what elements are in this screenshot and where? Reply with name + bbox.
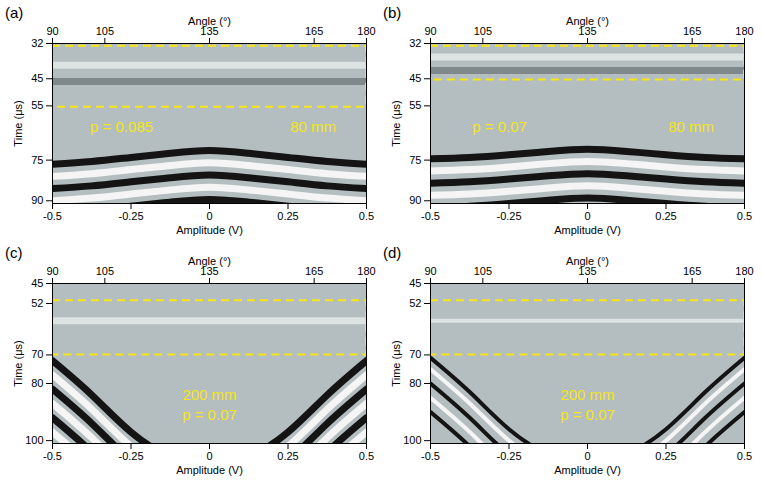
svg-text:75: 75: [409, 154, 421, 166]
svg-text:90: 90: [46, 264, 58, 276]
svg-text:p = 0.07: p = 0.07: [472, 118, 527, 135]
svg-text:-0.25: -0.25: [118, 450, 143, 462]
html-text:(c): (c): [5, 243, 23, 261]
svg-text:80: 80: [31, 377, 43, 389]
svg-text:-0.5: -0.5: [421, 450, 440, 462]
svg-text:45: 45: [31, 277, 43, 289]
svg-text:Angle (°): Angle (°): [566, 15, 609, 27]
svg-text:Amplitude (V): Amplitude (V): [176, 224, 243, 236]
svg-text:Angle (°): Angle (°): [188, 15, 231, 27]
svg-text:70: 70: [31, 348, 43, 360]
svg-text:100: 100: [25, 434, 43, 446]
svg-text:105: 105: [96, 25, 114, 37]
html-text:(b): (b): [383, 4, 402, 21]
svg-text:0.5: 0.5: [359, 210, 374, 222]
svg-text:0: 0: [206, 450, 212, 462]
svg-text:Amplitude (V): Amplitude (V): [176, 463, 243, 475]
svg-text:135: 135: [200, 24, 219, 37]
svg-text:90: 90: [409, 194, 421, 206]
svg-text:Time (μs): Time (μs): [12, 100, 24, 146]
svg-text:105: 105: [96, 264, 114, 276]
svg-text:165: 165: [305, 264, 323, 276]
svg-text:80: 80: [409, 377, 421, 389]
svg-text:55: 55: [409, 99, 421, 111]
svg-text:32: 32: [409, 37, 421, 49]
svg-text:165: 165: [683, 264, 701, 276]
svg-text:75: 75: [31, 154, 43, 166]
svg-text:90: 90: [424, 264, 436, 276]
svg-text:55: 55: [31, 99, 43, 111]
svg-text:0.25: 0.25: [277, 450, 298, 462]
svg-text:90: 90: [424, 25, 436, 37]
svg-text:165: 165: [305, 25, 323, 37]
svg-text:-0.5: -0.5: [43, 210, 62, 222]
svg-text:0.25: 0.25: [655, 450, 676, 462]
svg-text:180: 180: [357, 25, 375, 37]
svg-text:Amplitude (V): Amplitude (V): [554, 463, 621, 475]
svg-text:90: 90: [46, 25, 58, 37]
svg-text:Time (μs): Time (μs): [390, 340, 402, 386]
svg-text:52: 52: [409, 297, 421, 309]
svg-text:80 mm: 80 mm: [668, 118, 714, 135]
svg-text:Time (μs): Time (μs): [390, 100, 402, 146]
svg-text:45: 45: [409, 277, 421, 289]
svg-text:70: 70: [409, 348, 421, 360]
svg-text:-0.5: -0.5: [43, 450, 62, 462]
svg-text:100: 100: [403, 434, 421, 446]
svg-text:200 mm: 200 mm: [560, 385, 614, 402]
svg-text:45: 45: [31, 72, 43, 84]
svg-text:0: 0: [584, 210, 590, 222]
svg-text:135: 135: [200, 264, 219, 276]
svg-text:105: 105: [474, 25, 492, 37]
html-text:(d): (d): [383, 243, 402, 261]
svg-text:0.5: 0.5: [737, 210, 752, 222]
svg-text:0: 0: [206, 210, 212, 222]
svg-text:80 mm: 80 mm: [290, 118, 336, 135]
svg-text:Amplitude (V): Amplitude (V): [554, 224, 621, 236]
svg-text:45: 45: [409, 72, 421, 84]
svg-text:180: 180: [357, 264, 375, 276]
svg-text:180: 180: [735, 25, 753, 37]
svg-text:-0.25: -0.25: [496, 210, 521, 222]
svg-text:0.5: 0.5: [359, 450, 374, 462]
svg-text:0.5: 0.5: [737, 450, 752, 462]
svg-text:-0.25: -0.25: [118, 210, 143, 222]
svg-text:200 mm: 200 mm: [182, 385, 236, 402]
svg-text:90: 90: [31, 194, 43, 206]
svg-text:0.25: 0.25: [277, 210, 298, 222]
svg-text:p = 0.085: p = 0.085: [90, 118, 153, 135]
svg-text:0.25: 0.25: [655, 210, 676, 222]
html-text:(a): (a): [5, 4, 24, 21]
svg-text:Angle (°): Angle (°): [188, 255, 231, 267]
svg-text:32: 32: [31, 37, 43, 49]
svg-text:-0.25: -0.25: [496, 450, 521, 462]
svg-text:52: 52: [31, 297, 43, 309]
svg-text:165: 165: [683, 25, 701, 37]
svg-text:Time (μs): Time (μs): [12, 340, 24, 386]
svg-text:135: 135: [578, 24, 597, 37]
svg-text:-0.5: -0.5: [421, 210, 440, 222]
svg-text:p = 0.07: p = 0.07: [560, 405, 615, 422]
svg-text:0: 0: [584, 450, 590, 462]
svg-text:135: 135: [578, 264, 597, 276]
svg-text:p = 0.07: p = 0.07: [182, 405, 237, 422]
svg-text:Angle (°): Angle (°): [566, 255, 609, 267]
svg-text:180: 180: [735, 264, 753, 276]
svg-text:105: 105: [474, 264, 492, 276]
